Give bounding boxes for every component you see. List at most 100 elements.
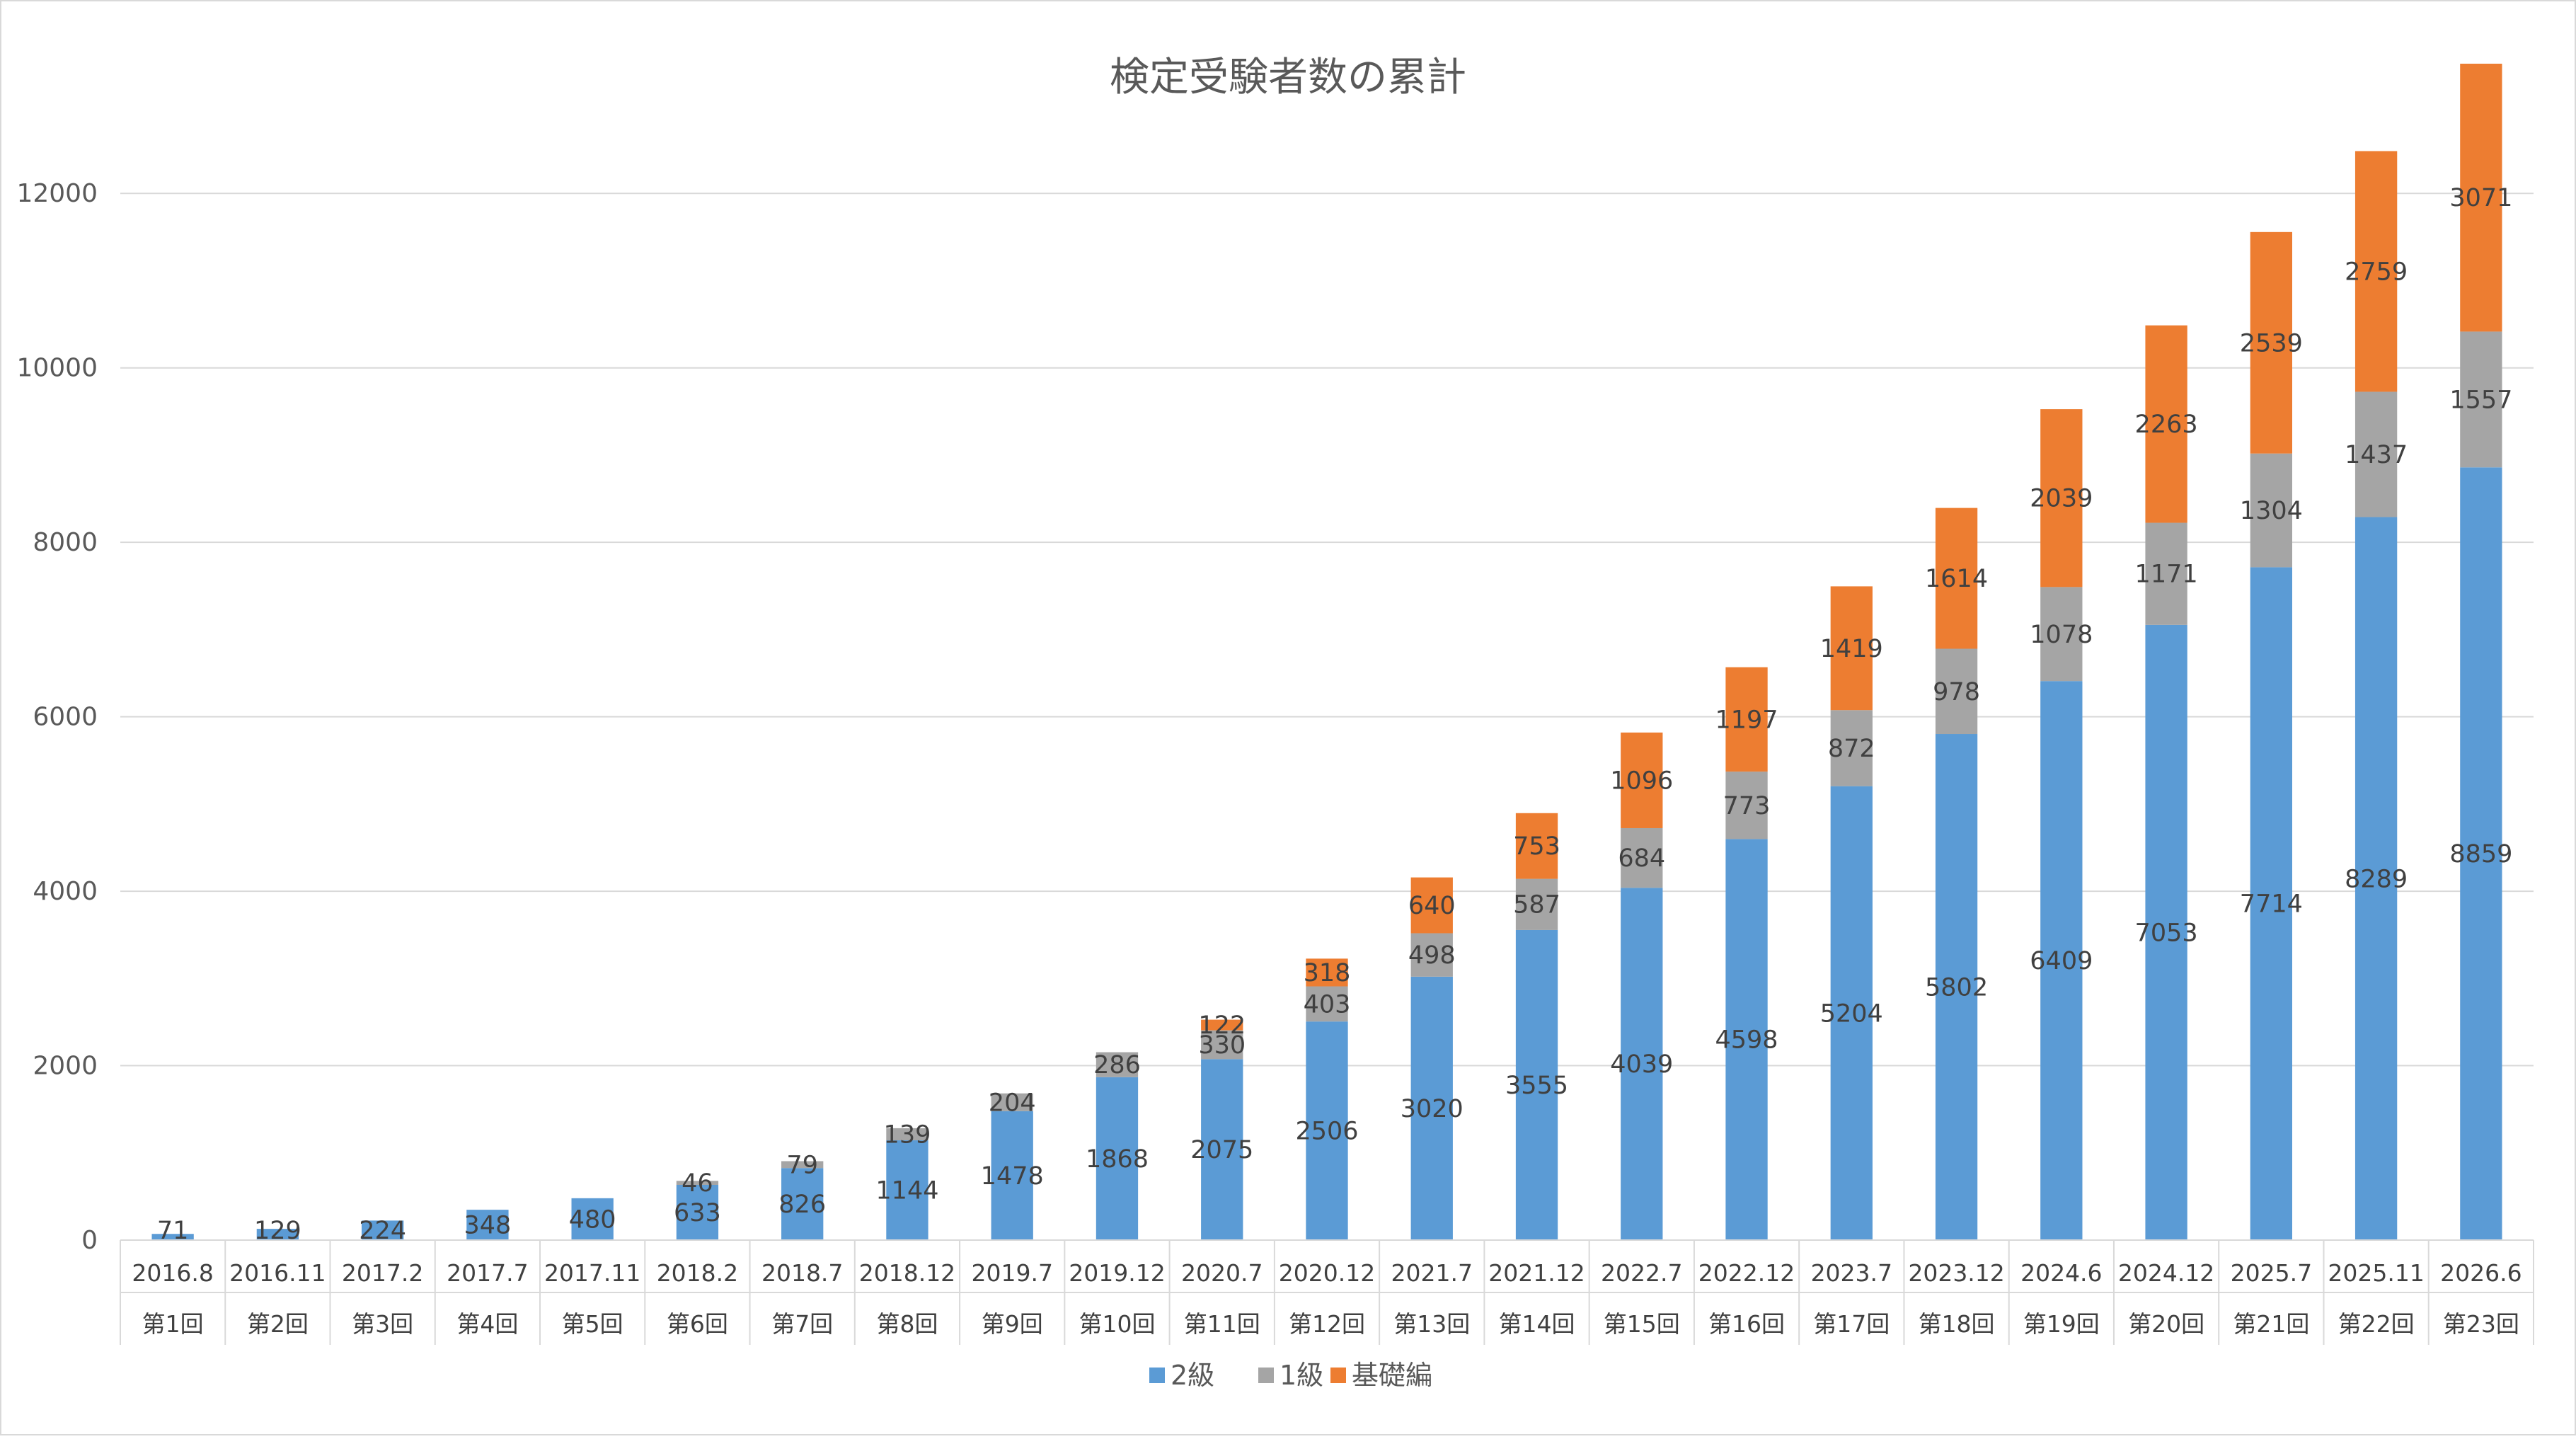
bar-segment [151, 1234, 194, 1240]
data-label: 1304 [2240, 497, 2303, 525]
x-category-date: 2022.7 [1601, 1259, 1682, 1287]
data-label: 1096 [1610, 767, 1673, 795]
data-label: 8859 [2449, 840, 2512, 868]
bar-segment [1096, 1052, 1139, 1077]
data-label: 204 [989, 1089, 1036, 1117]
data-label: 5204 [1820, 999, 1883, 1028]
bar-segment [2145, 325, 2187, 523]
data-label: 5802 [1925, 974, 1988, 1002]
x-category-round: 第15回 [1604, 1310, 1680, 1338]
x-category-date: 2025.11 [2328, 1259, 2424, 1287]
legend: 2級 1級 基礎編 [1149, 1360, 1432, 1391]
data-label: 826 [778, 1191, 826, 1219]
x-category-date: 2018.12 [859, 1259, 955, 1287]
x-category-round: 第20回 [2128, 1310, 2204, 1338]
data-label: 872 [1828, 735, 1875, 763]
bar-segment [571, 1198, 614, 1240]
y-tick-label: 4000 [33, 877, 98, 906]
data-label: 1144 [875, 1177, 938, 1205]
legend-label: 1級 [1280, 1360, 1323, 1391]
x-category-round: 第12回 [1289, 1310, 1365, 1338]
y-tick-label: 12000 [16, 179, 98, 208]
bar-segment [886, 1140, 928, 1240]
data-label: 498 [1408, 941, 1456, 970]
x-category-date: 2019.7 [971, 1259, 1052, 1287]
bar-segment [1306, 986, 1348, 1022]
x-category-date: 2016.8 [132, 1259, 213, 1287]
x-category-round: 第13回 [1393, 1310, 1470, 1338]
x-category-date: 2018.2 [657, 1259, 738, 1287]
data-label: 2506 [1295, 1118, 1358, 1146]
data-label: 122 [1198, 1011, 1246, 1040]
x-category-date: 2017.11 [544, 1259, 640, 1287]
bar-segment [2250, 567, 2292, 1240]
data-label: 348 [464, 1212, 512, 1240]
x-category-date: 2019.12 [1069, 1259, 1165, 1287]
bar-segment [256, 1229, 299, 1240]
bar-segment [1410, 877, 1453, 934]
bar-segment [2145, 522, 2187, 625]
x-category-round: 第6回 [667, 1310, 728, 1338]
legend-label: 2級 [1171, 1360, 1214, 1391]
data-label: 330 [1198, 1031, 1246, 1060]
data-label: 978 [1933, 678, 1980, 706]
x-category-date: 2020.12 [1279, 1259, 1375, 1287]
x-category-round: 第2回 [247, 1310, 309, 1338]
bar-segment [781, 1161, 824, 1169]
data-labels: 71 129 224 348 480 63346826791144139147820418… [157, 184, 2513, 1245]
data-label: 3071 [2449, 184, 2512, 212]
gridlines [120, 193, 2534, 1067]
data-label: 1419 [1820, 635, 1883, 663]
bar-segment [1621, 888, 1663, 1240]
bar-segment [781, 1168, 824, 1240]
bar-segment [2250, 453, 2292, 568]
x-category-date: 2022.12 [1698, 1259, 1795, 1287]
legend-swatch [1330, 1368, 1346, 1383]
data-label: 633 [674, 1199, 721, 1227]
bar-segment [1621, 827, 1663, 888]
x-category-round: 第23回 [2443, 1310, 2519, 1338]
bar-segment [676, 1184, 719, 1240]
data-label: 2039 [2030, 485, 2093, 513]
data-label: 46 [682, 1169, 713, 1198]
x-category-round: 第7回 [771, 1310, 833, 1338]
bars [151, 63, 2502, 1241]
data-label: 1557 [2449, 386, 2512, 414]
data-label: 139 [884, 1120, 931, 1149]
bar-segment [1725, 772, 1768, 839]
x-category-date: 2025.7 [2231, 1259, 2312, 1287]
y-tick-label: 0 [81, 1226, 98, 1255]
data-label: 7053 [2135, 919, 2198, 947]
bar-segment [1935, 734, 1978, 1240]
x-category-date: 2016.11 [229, 1259, 326, 1287]
bar-segment [2145, 624, 2187, 1240]
data-label: 8289 [2345, 865, 2408, 893]
x-category-date: 2024.12 [2118, 1259, 2214, 1287]
x-category-date: 2017.2 [342, 1259, 423, 1287]
bar-segment [1410, 976, 1453, 1240]
x-category-round: 第16回 [1708, 1310, 1785, 1338]
data-label: 286 [1093, 1051, 1141, 1079]
data-label: 6409 [2030, 947, 2093, 975]
data-label: 1078 [2030, 621, 2093, 649]
data-label: 4598 [1715, 1026, 1778, 1055]
x-category-date: 2023.12 [1908, 1259, 2004, 1287]
data-label: 2263 [2135, 411, 2198, 439]
bar-segment [2040, 681, 2083, 1240]
bar-segment [2354, 151, 2398, 392]
data-label: 3020 [1401, 1095, 1464, 1123]
bar-segment [1515, 929, 1558, 1240]
data-label: 79 [786, 1151, 818, 1179]
data-label: 2759 [2345, 258, 2408, 286]
data-label: 684 [1618, 844, 1665, 873]
x-category-round: 第21回 [2233, 1310, 2309, 1338]
bar-segment [1935, 508, 1978, 649]
y-tick-label: 2000 [33, 1052, 98, 1081]
x-category-round: 第11回 [1184, 1310, 1260, 1338]
bar-segment [1306, 1021, 1348, 1240]
bar-segment [2460, 467, 2502, 1241]
x-category-round: 第5回 [562, 1310, 623, 1338]
x-category-round: 第18回 [1919, 1310, 1995, 1338]
bar-segment [466, 1210, 509, 1240]
bar-segment [2460, 331, 2502, 468]
